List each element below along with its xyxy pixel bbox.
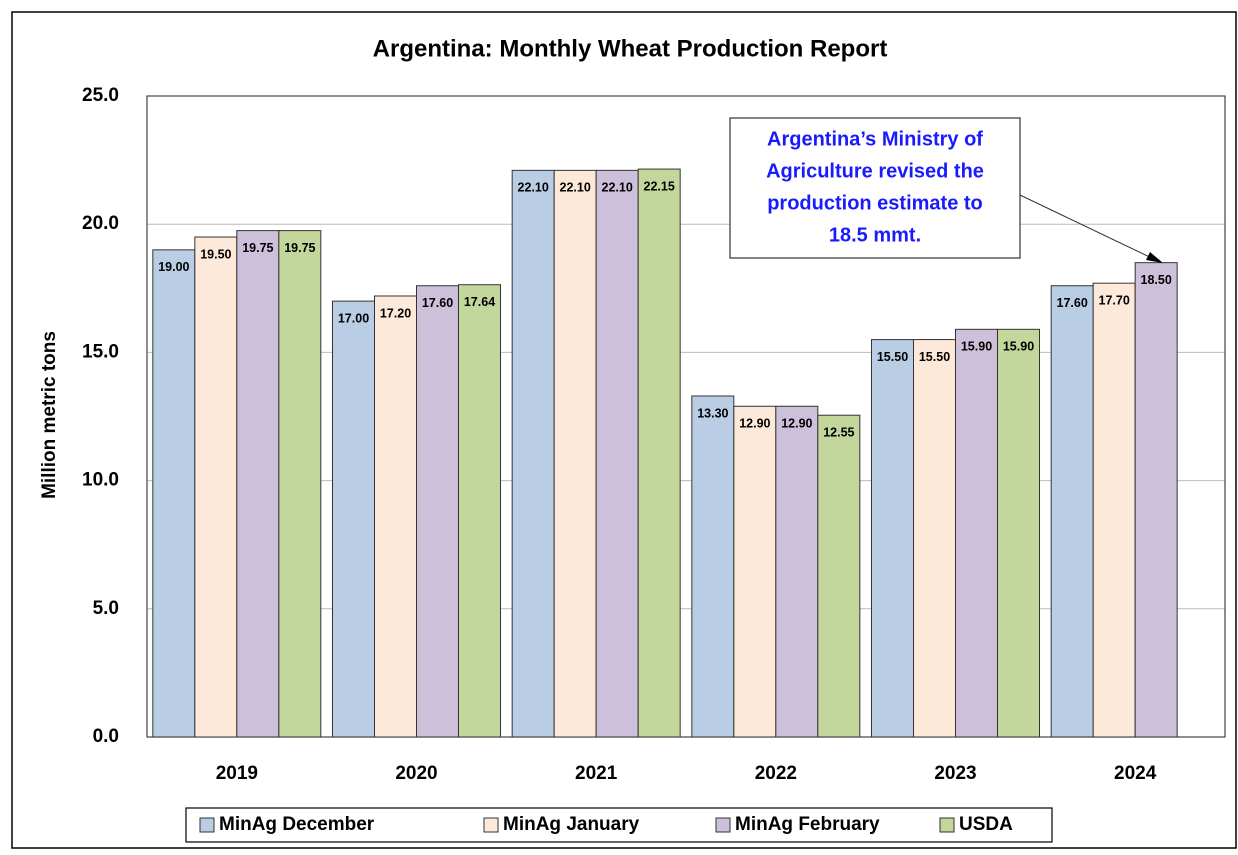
data-label: 17.70 bbox=[1099, 293, 1130, 307]
data-label: 15.90 bbox=[961, 340, 992, 354]
annotation-text: Argentina’s Ministry of bbox=[767, 128, 983, 150]
legend-swatch bbox=[483, 817, 499, 833]
bar bbox=[553, 169, 597, 738]
data-label: 15.50 bbox=[877, 350, 908, 364]
annotation-arrow bbox=[1019, 194, 1161, 263]
legend-swatch bbox=[939, 817, 955, 833]
data-label: 15.50 bbox=[919, 350, 950, 364]
legend-label: MinAg February bbox=[735, 814, 880, 835]
annotation-text: production estimate to bbox=[767, 192, 983, 214]
bar bbox=[1134, 262, 1178, 738]
y-tick-label: 10.0 bbox=[82, 470, 119, 491]
legend-swatch bbox=[715, 817, 731, 833]
legend-label: USDA bbox=[959, 814, 1013, 835]
x-tick-label: 2023 bbox=[934, 763, 976, 784]
bar bbox=[913, 339, 956, 738]
legend-swatch bbox=[199, 817, 215, 833]
bar bbox=[691, 395, 735, 738]
bar bbox=[511, 169, 555, 738]
bar bbox=[416, 285, 459, 738]
bar bbox=[236, 230, 280, 738]
annotation-text: 18.5 mmt. bbox=[829, 224, 921, 246]
data-label: 19.75 bbox=[284, 241, 315, 255]
data-label: 12.90 bbox=[739, 417, 770, 431]
data-label: 17.20 bbox=[380, 306, 411, 320]
legend-label: MinAg January bbox=[503, 814, 640, 835]
data-label: 12.55 bbox=[823, 426, 854, 440]
bar bbox=[458, 284, 501, 738]
x-tick-label: 2020 bbox=[395, 763, 437, 784]
data-label: 17.60 bbox=[422, 296, 453, 310]
bar bbox=[817, 414, 861, 738]
bar bbox=[332, 300, 375, 738]
x-tick-label: 2022 bbox=[755, 763, 797, 784]
y-tick-label: 5.0 bbox=[93, 598, 119, 619]
bar bbox=[1050, 285, 1094, 738]
data-label: 17.64 bbox=[464, 295, 495, 309]
y-tick-label: 25.0 bbox=[82, 85, 119, 106]
y-tick-label: 20.0 bbox=[82, 213, 119, 234]
data-label: 15.90 bbox=[1003, 340, 1034, 354]
data-label: 22.10 bbox=[602, 181, 633, 195]
data-label: 19.75 bbox=[242, 241, 273, 255]
bar bbox=[733, 405, 777, 738]
chart-title: Argentina: Monthly Wheat Production Repo… bbox=[373, 35, 888, 62]
plot-area-border bbox=[146, 95, 1226, 738]
data-label: 17.00 bbox=[338, 311, 369, 325]
bar bbox=[374, 295, 417, 738]
data-label: 22.10 bbox=[560, 181, 591, 195]
data-label: 18.50 bbox=[1141, 273, 1172, 287]
y-tick-label: 0.0 bbox=[93, 726, 119, 747]
x-tick-label: 2024 bbox=[1114, 763, 1157, 784]
data-label: 19.00 bbox=[158, 260, 189, 274]
data-label: 12.90 bbox=[781, 417, 812, 431]
data-label: 22.15 bbox=[644, 179, 675, 193]
annotation-text: Agriculture revised the bbox=[766, 160, 984, 182]
y-tick-label: 15.0 bbox=[82, 341, 119, 362]
bar bbox=[152, 249, 196, 738]
bar bbox=[775, 405, 819, 738]
bar bbox=[1092, 282, 1136, 738]
y-axis-title: Million metric tons bbox=[39, 331, 60, 499]
data-label: 13.30 bbox=[697, 406, 728, 420]
data-label: 19.50 bbox=[200, 247, 231, 261]
x-tick-label: 2021 bbox=[575, 763, 618, 784]
bar bbox=[278, 230, 322, 738]
bar bbox=[637, 168, 681, 738]
bar bbox=[194, 236, 238, 738]
annotation-box bbox=[729, 117, 1021, 259]
data-label: 17.60 bbox=[1057, 296, 1088, 310]
bar bbox=[871, 339, 914, 738]
x-tick-label: 2019 bbox=[216, 763, 258, 784]
data-label: 22.10 bbox=[518, 181, 549, 195]
bar bbox=[595, 169, 639, 738]
legend-box bbox=[185, 807, 1053, 843]
bar bbox=[955, 328, 998, 738]
annotation-arrowhead bbox=[1146, 252, 1163, 263]
legend-label: MinAg December bbox=[219, 814, 375, 835]
bar bbox=[997, 328, 1040, 738]
